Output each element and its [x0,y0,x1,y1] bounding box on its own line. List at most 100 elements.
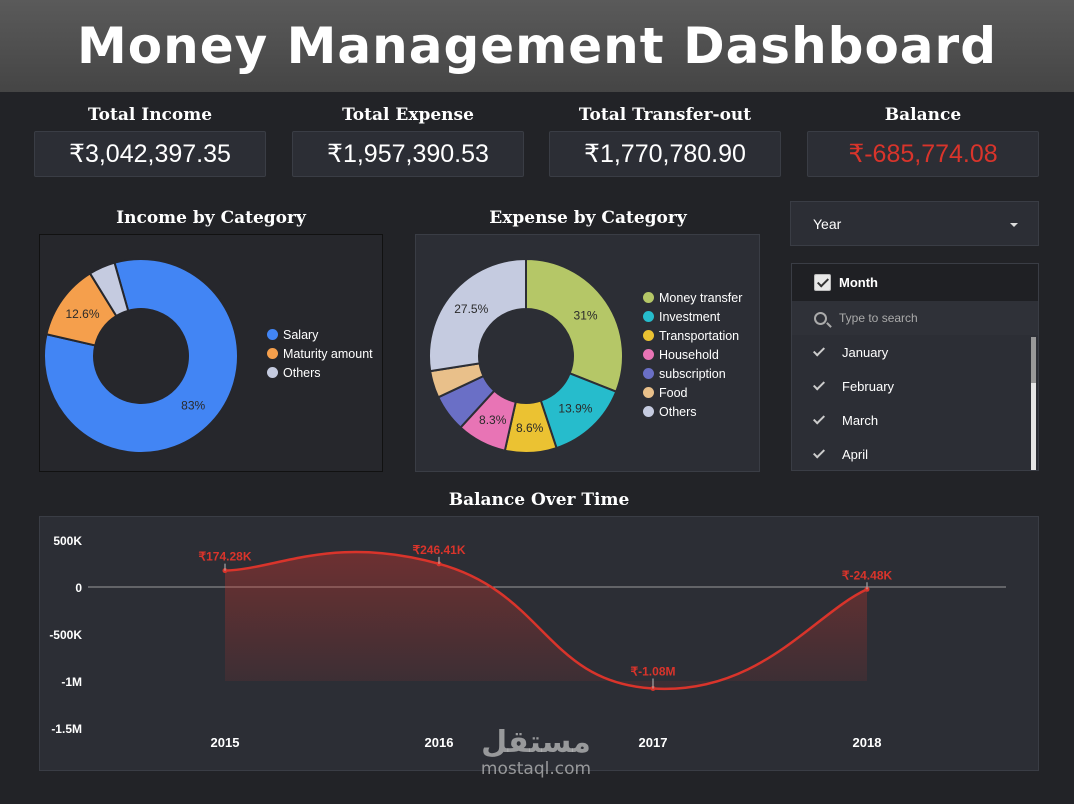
watermark: مستقل mostaql.com [466,725,606,779]
income-chart-panel: 83% 12.6% Salary Maturity amount Others [39,234,383,472]
balance-data-label: ₹246.41K [412,543,465,557]
legend-label: Household [659,347,719,362]
legend-label: Maturity amount [283,346,373,361]
y-tick-label: -1M [61,675,82,689]
income-chart-title: Income by Category [116,208,306,228]
year-dropdown[interactable]: Year [790,201,1039,246]
y-tick-label: 500K [53,534,82,548]
scrollbar-track[interactable] [1031,337,1036,470]
slice-label-others: 27.5% [454,302,488,316]
legend-item-subscription[interactable]: subscription [643,364,742,383]
month-item-march[interactable]: March [792,403,1038,437]
legend-swatch [267,329,278,340]
scrollbar-thumb[interactable] [1031,337,1036,383]
kpi-label-total-expense: Total Expense [342,105,474,125]
page-title: Money Management Dashboard [77,17,997,75]
x-tick-label: 2018 [853,735,882,750]
legend-swatch [643,368,654,379]
balance-data-label: ₹-1.08M [631,665,676,679]
month-item-label: March [842,412,879,428]
legend-item-others[interactable]: Others [643,402,742,421]
balance-chart-title: Balance Over Time [448,490,630,510]
income-donut-chart: 83% 12.6% [43,258,239,454]
x-tick-label: 2017 [639,735,668,750]
legend-item-others[interactable]: Others [267,363,373,382]
kpi-value-total-transfer-out: ₹1,770,780.90 [549,131,781,177]
expense-legend: Money transfer Investment Transportation Ho… [643,288,742,421]
search-icon [814,311,827,325]
title-bar: Money Management Dashboard [0,0,1074,92]
legend-swatch [267,367,278,378]
legend-item-money-transfer[interactable]: Money transfer [643,288,742,307]
legend-label: Salary [283,327,319,342]
legend-item-salary[interactable]: Salary [267,325,373,344]
legend-label: Investment [659,309,721,324]
year-dropdown-label: Year [813,215,842,232]
legend-label: subscription [659,366,726,381]
expense-chart-title: Expense by Category [489,208,687,228]
legend-swatch [643,311,654,322]
check-icon [812,343,826,357]
kpi-label-total-income: Total Income [87,105,213,125]
x-tick-label: 2016 [425,735,454,750]
legend-swatch [643,292,654,303]
balance-area-fill [225,551,867,689]
balance-point[interactable] [864,586,870,592]
pie-slice-others[interactable] [88,261,130,318]
pie-slice-money-transfer[interactable] [525,257,624,394]
month-filter-header[interactable]: Month [792,264,1038,301]
balance-data-label: ₹-24.48K [842,568,893,582]
month-item-april[interactable]: April [792,437,1038,470]
balance-point[interactable] [436,561,442,567]
month-item-february[interactable]: February [792,369,1038,403]
kpi-label-balance: Balance [884,105,962,125]
watermark-url: mostaql.com [480,759,592,779]
pie-slice-salary[interactable] [43,258,239,454]
expense-chart-panel: 31% 13.9% 8.6% 8.3% 27.5% Money transfer Inve… [415,234,760,472]
balance-point[interactable] [650,686,656,692]
select-all-checkbox[interactable] [814,274,831,291]
slice-label-household: 8.3% [479,413,507,427]
legend-swatch [643,406,654,417]
x-tick-label: 2015 [211,735,240,750]
month-filter: Month Type to search January February Ma… [791,263,1039,471]
kpi-value-balance: ₹-685,774.08 [807,131,1039,177]
slice-label-transportation: 8.6% [516,421,544,435]
legend-item-maturity-amount[interactable]: Maturity amount [267,344,373,363]
balance-chart-panel: 500K 0 -500K -1M -1.5M ₹174.28K ₹246.41K ₹-1.08… [39,516,1039,771]
month-item-label: January [842,344,889,360]
legend-item-food[interactable]: Food [643,383,742,402]
month-filter-title: Month [839,275,878,290]
kpi-value-total-expense: ₹1,957,390.53 [292,131,524,177]
balance-series-line[interactable] [224,550,868,691]
check-icon [812,445,826,459]
balance-area-chart: 500K 0 -500K -1M -1.5M ₹174.28K ₹246.41K ₹-1.08… [49,534,1006,750]
income-legend: Salary Maturity amount Others [267,325,373,382]
watermark-logo-text: مستقل [481,725,591,760]
legend-item-investment[interactable]: Investment [643,307,742,326]
y-tick-label: -1.5M [51,722,82,736]
slice-label-money-transfer: 31% [574,309,598,323]
y-tick-label: 0 [75,581,82,595]
legend-label: Money transfer [659,290,743,305]
month-search[interactable]: Type to search [792,301,1038,335]
legend-swatch [643,349,654,360]
legend-label: Transportation [659,328,740,343]
check-icon [812,411,826,425]
legend-swatch [643,387,654,398]
legend-item-transportation[interactable]: Transportation [643,326,742,345]
month-search-input[interactable]: Type to search [839,311,918,325]
chevron-down-icon [1010,223,1018,227]
legend-swatch [643,330,654,341]
balance-data-label: ₹174.28K [198,550,251,564]
check-icon [812,377,826,391]
legend-label: Food [659,385,688,400]
slice-label-investment: 13.9% [558,401,592,415]
slice-label-maturity-amount: 12.6% [65,307,99,321]
month-item-january[interactable]: January [792,335,1038,369]
legend-item-household[interactable]: Household [643,345,742,364]
month-item-label: April [842,446,869,462]
legend-label: Others [659,404,697,419]
kpi-value-total-income: ₹3,042,397.35 [34,131,266,177]
pie-slice-others[interactable] [428,257,527,373]
